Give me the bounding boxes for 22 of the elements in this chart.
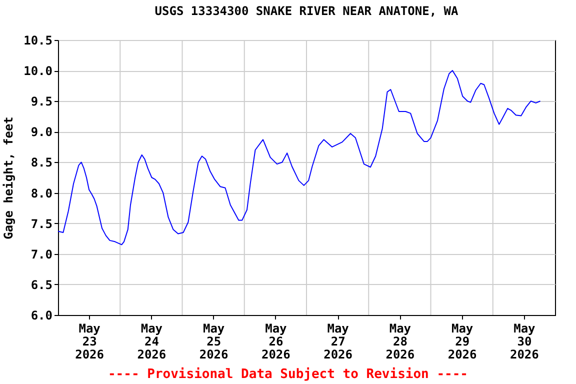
y-tick-label: 9.5 <box>30 94 52 109</box>
y-tick-label: 9.0 <box>30 125 52 140</box>
y-tick-label: 6.0 <box>30 308 52 322</box>
y-tick-label: 7.5 <box>30 216 52 231</box>
x-tick-label: May 27 2026 <box>324 322 353 362</box>
x-tick-label: May 29 2026 <box>448 322 477 362</box>
y-tick-label: 10.5 <box>24 34 52 48</box>
x-tick-label: May 23 2026 <box>75 322 104 362</box>
x-tick-label: May 30 2026 <box>510 322 539 362</box>
y-tick-label: 6.5 <box>30 278 52 292</box>
line-series <box>58 70 541 246</box>
y-axis-title: Gage height, feet <box>2 116 16 240</box>
x-tick-label: May 26 2026 <box>261 322 290 362</box>
x-tick-label: May 28 2026 <box>386 322 415 362</box>
y-tick-label: 7.0 <box>30 247 52 262</box>
chart-title: USGS 13334300 SNAKE RIVER NEAR ANATONE, WA <box>154 4 459 18</box>
x-tick-label: May 24 2026 <box>137 322 166 362</box>
y-tick-label: 8.5 <box>30 156 52 170</box>
y-tick-label: 8.0 <box>30 186 52 200</box>
x-tick-label: May 25 2026 <box>199 322 228 362</box>
y-tick-label: 10.0 <box>24 64 52 78</box>
text: ---- Provisional Data Subject to Revision ---- <box>106 367 470 382</box>
